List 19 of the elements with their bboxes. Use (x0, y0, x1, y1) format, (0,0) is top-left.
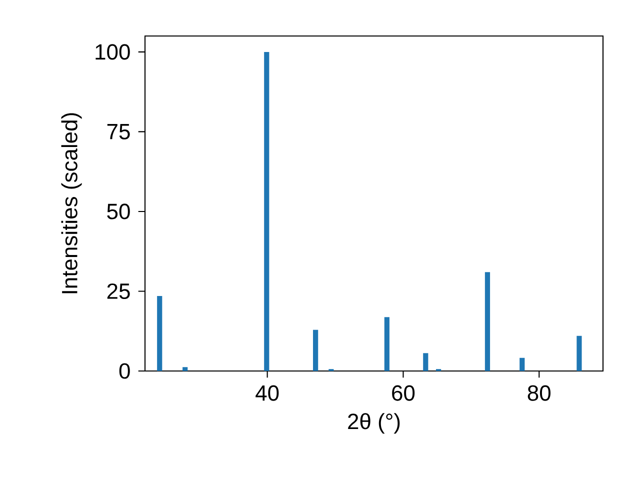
x-tick-label: 80 (528, 385, 550, 401)
bar (384, 317, 390, 371)
y-tick-label: 50 (107, 204, 130, 220)
bar (264, 52, 270, 371)
y-tick-label: 75 (107, 124, 130, 140)
x-axis-title: 2θ (°) (348, 413, 400, 434)
bar (484, 272, 490, 371)
bar (520, 358, 525, 371)
bar (576, 336, 582, 371)
y-tick-label: 100 (96, 44, 130, 60)
bar (313, 330, 318, 371)
y-tick-label: 0 (119, 363, 130, 379)
bar (157, 296, 162, 371)
y-axis-title: Intensities (scaled) (61, 113, 82, 294)
x-tick-label: 40 (256, 385, 279, 401)
y-tick-label: 25 (107, 283, 130, 300)
bar (182, 367, 188, 371)
x-tick-label: 60 (392, 385, 415, 401)
bar (423, 353, 428, 371)
